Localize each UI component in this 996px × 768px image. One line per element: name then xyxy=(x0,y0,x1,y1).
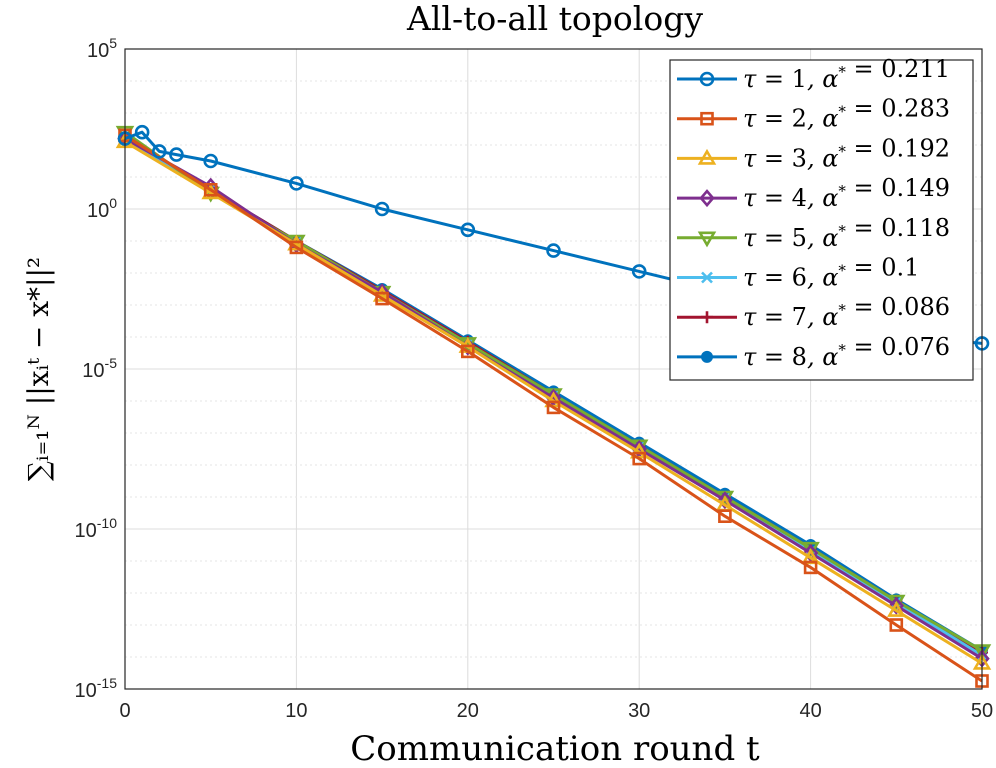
data-point xyxy=(701,350,713,363)
data-point xyxy=(632,451,647,466)
legend-item-7: τ = 7, α* = 0.086 xyxy=(677,293,950,331)
legend-item-4: τ = 4, α* = 0.149 xyxy=(677,174,950,212)
data-point xyxy=(888,596,905,615)
y-tick-label: 105 xyxy=(87,35,117,62)
data-point xyxy=(701,311,713,324)
data-point xyxy=(697,148,717,165)
chart-title: All-to-all topology xyxy=(406,0,703,38)
data-point xyxy=(460,344,475,359)
data-point xyxy=(889,618,904,632)
x-tick-label: 0 xyxy=(119,700,130,722)
y-tick-label: 100 xyxy=(87,195,117,222)
legend-box xyxy=(669,59,974,381)
x-tick-label: 50 xyxy=(971,700,993,722)
legend-item-2: τ = 2, α* = 0.283 xyxy=(677,95,950,133)
data-point xyxy=(375,291,389,306)
x-tick-label: 30 xyxy=(628,700,650,722)
x-tick-label: 40 xyxy=(799,700,821,722)
data-point xyxy=(697,231,717,248)
plot-frame xyxy=(124,48,983,690)
data-point xyxy=(134,124,150,140)
data-point xyxy=(203,183,218,197)
data-point xyxy=(700,111,714,126)
legend-item-8: τ = 8, α* = 0.076 xyxy=(677,333,950,371)
legend-label: τ = 7, α* = 0.086 xyxy=(743,293,950,331)
data-point xyxy=(169,147,184,162)
data-point xyxy=(289,176,304,191)
data-point xyxy=(289,240,304,255)
legend-label: τ = 2, α* = 0.283 xyxy=(743,95,950,133)
legend-label: τ = 1, α* = 0.211 xyxy=(743,55,950,93)
x-tick-label: 20 xyxy=(457,700,479,722)
y-tick-label: 10-10 xyxy=(75,515,118,542)
series-line xyxy=(124,137,983,660)
data-point xyxy=(699,71,715,87)
series-line xyxy=(124,134,983,683)
legend-label: τ = 8, α* = 0.076 xyxy=(743,333,950,371)
y-tick-labels: 105 100 10-5 10-10 10-15 xyxy=(75,35,118,702)
legend-item-1: τ = 1, α* = 0.211 xyxy=(677,55,950,93)
data-point xyxy=(887,601,906,617)
data-point xyxy=(203,153,218,169)
data-point xyxy=(717,491,733,510)
data-point xyxy=(287,234,306,251)
data-point xyxy=(802,544,819,562)
data-point xyxy=(151,144,167,159)
x-tick-labels: 0 10 20 30 40 50 xyxy=(119,700,993,722)
data-point xyxy=(701,271,713,284)
data-point xyxy=(803,560,818,575)
legend-label: τ = 6, α* = 0.1 xyxy=(743,254,919,292)
x-axis-label: Communication round t xyxy=(350,729,760,768)
data-point xyxy=(631,264,647,279)
data-point xyxy=(374,201,390,217)
data-point xyxy=(546,243,561,258)
legend-item-5: τ = 5, α* = 0.118 xyxy=(677,214,950,252)
data-point xyxy=(460,222,476,238)
legend-item-3: τ = 3, α* = 0.192 xyxy=(677,134,950,172)
data-point xyxy=(699,189,715,208)
y-tick-label: 10-5 xyxy=(82,355,117,382)
y-axis-label: ∑ᵢ₌₁ᴺ ||xᵢᵗ − x*||² xyxy=(22,257,55,481)
data-point xyxy=(546,400,561,415)
legend-label: τ = 4, α* = 0.149 xyxy=(743,174,950,212)
y-tick-label: 10-15 xyxy=(75,675,118,702)
legend-item-6: τ = 6, α* = 0.1 xyxy=(677,254,919,292)
legend-label: τ = 5, α* = 0.118 xyxy=(743,214,950,252)
legend-label: τ = 3, α* = 0.192 xyxy=(743,134,950,172)
data-point xyxy=(718,509,732,524)
x-tick-label: 10 xyxy=(285,700,307,722)
